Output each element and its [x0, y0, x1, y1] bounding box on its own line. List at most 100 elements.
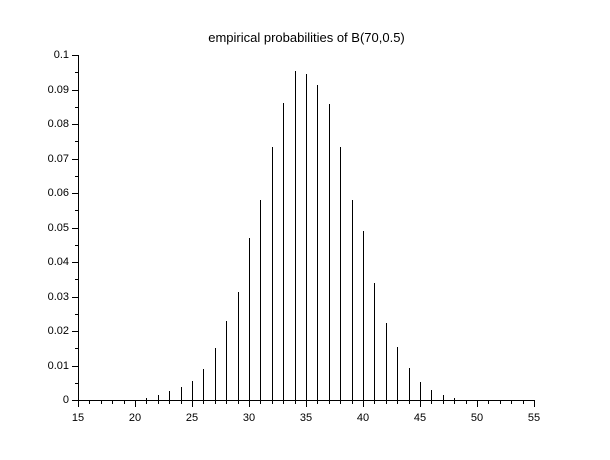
- x-minor-tick: [238, 401, 239, 404]
- x-major-tick: [249, 401, 250, 407]
- y-major-tick: [72, 159, 78, 160]
- y-major-tick: [72, 55, 78, 56]
- x-minor-tick: [283, 401, 284, 404]
- x-minor-tick: [329, 401, 330, 404]
- y-minor-tick: [75, 176, 78, 177]
- y-tick-label: 0: [62, 394, 69, 406]
- y-major-tick: [72, 297, 78, 298]
- stem-x23: [169, 391, 170, 400]
- x-minor-tick: [466, 401, 467, 404]
- stem-x39: [352, 200, 353, 400]
- x-major-tick: [78, 401, 79, 407]
- x-tick-label: 15: [71, 412, 85, 424]
- stem-x45: [420, 382, 421, 400]
- stem-x34: [295, 71, 296, 400]
- x-minor-tick: [101, 401, 102, 404]
- stem-x44: [409, 368, 410, 400]
- stem-x33: [283, 103, 284, 400]
- x-major-tick: [477, 401, 478, 407]
- stem-x32: [272, 147, 273, 400]
- x-major-tick: [306, 401, 307, 407]
- x-tick-label: 35: [299, 412, 313, 424]
- y-major-tick: [72, 331, 78, 332]
- x-minor-tick: [89, 401, 90, 404]
- x-minor-tick: [431, 401, 432, 404]
- y-tick-label: 0.02: [47, 325, 69, 337]
- stem-x21: [146, 398, 147, 400]
- y-major-tick: [72, 124, 78, 125]
- stem-x22: [158, 395, 159, 400]
- y-tick-label: 0.04: [47, 256, 69, 268]
- stem-x47: [443, 395, 444, 400]
- stem-x24: [181, 387, 182, 400]
- y-minor-tick: [75, 72, 78, 73]
- stem-x35: [306, 74, 307, 400]
- stem-x29: [238, 292, 239, 400]
- x-major-tick: [534, 401, 535, 407]
- y-minor-tick: [75, 245, 78, 246]
- y-major-tick: [72, 262, 78, 263]
- stem-x36: [317, 85, 318, 400]
- x-minor-tick: [340, 401, 341, 404]
- x-major-tick: [135, 401, 136, 407]
- x-minor-tick: [124, 401, 125, 404]
- stem-x37: [329, 104, 330, 400]
- x-minor-tick: [295, 401, 296, 404]
- x-tick-label: 45: [413, 412, 427, 424]
- y-minor-tick: [75, 314, 78, 315]
- y-tick-label: 0.1: [53, 49, 69, 61]
- x-minor-tick: [397, 401, 398, 404]
- stem-x28: [226, 321, 227, 400]
- x-major-tick: [420, 401, 421, 407]
- x-minor-tick: [523, 401, 524, 404]
- y-axis-line: [78, 55, 79, 401]
- x-major-tick: [363, 401, 364, 407]
- x-minor-tick: [454, 401, 455, 404]
- stem-x46: [431, 390, 432, 400]
- y-tick-label: 0.07: [47, 153, 69, 165]
- y-tick-label: 0.06: [47, 187, 69, 199]
- x-minor-tick: [169, 401, 170, 404]
- y-minor-tick: [75, 279, 78, 280]
- stem-x38: [340, 147, 341, 400]
- y-minor-tick: [75, 107, 78, 108]
- x-tick-label: 50: [470, 412, 484, 424]
- y-tick-label: 0.08: [47, 118, 69, 130]
- y-major-tick: [72, 228, 78, 229]
- y-minor-tick: [75, 141, 78, 142]
- y-major-tick: [72, 193, 78, 194]
- stem-x42: [386, 323, 387, 400]
- y-minor-tick: [75, 383, 78, 384]
- stem-x43: [397, 347, 398, 400]
- x-minor-tick: [260, 401, 261, 404]
- stem-x41: [374, 283, 375, 400]
- x-tick-label: 55: [527, 412, 541, 424]
- stem-x25: [192, 381, 193, 400]
- x-minor-tick: [443, 401, 444, 404]
- stem-x30: [249, 238, 250, 400]
- stem-x48: [454, 398, 455, 400]
- x-tick-label: 25: [185, 412, 199, 424]
- x-minor-tick: [488, 401, 489, 404]
- x-minor-tick: [272, 401, 273, 404]
- x-minor-tick: [215, 401, 216, 404]
- x-minor-tick: [181, 401, 182, 404]
- x-minor-tick: [386, 401, 387, 404]
- x-tick-label: 40: [356, 412, 370, 424]
- x-minor-tick: [317, 401, 318, 404]
- y-major-tick: [72, 90, 78, 91]
- chart-title: empirical probabilities of B(70,0.5): [208, 30, 405, 45]
- x-minor-tick: [374, 401, 375, 404]
- x-minor-tick: [203, 401, 204, 404]
- y-tick-label: 0.03: [47, 291, 69, 303]
- x-minor-tick: [226, 401, 227, 404]
- y-tick-label: 0.05: [47, 222, 69, 234]
- y-minor-tick: [75, 348, 78, 349]
- x-minor-tick: [158, 401, 159, 404]
- y-tick-label: 0.09: [47, 84, 69, 96]
- x-minor-tick: [500, 401, 501, 404]
- x-minor-tick: [409, 401, 410, 404]
- x-minor-tick: [112, 401, 113, 404]
- y-minor-tick: [75, 210, 78, 211]
